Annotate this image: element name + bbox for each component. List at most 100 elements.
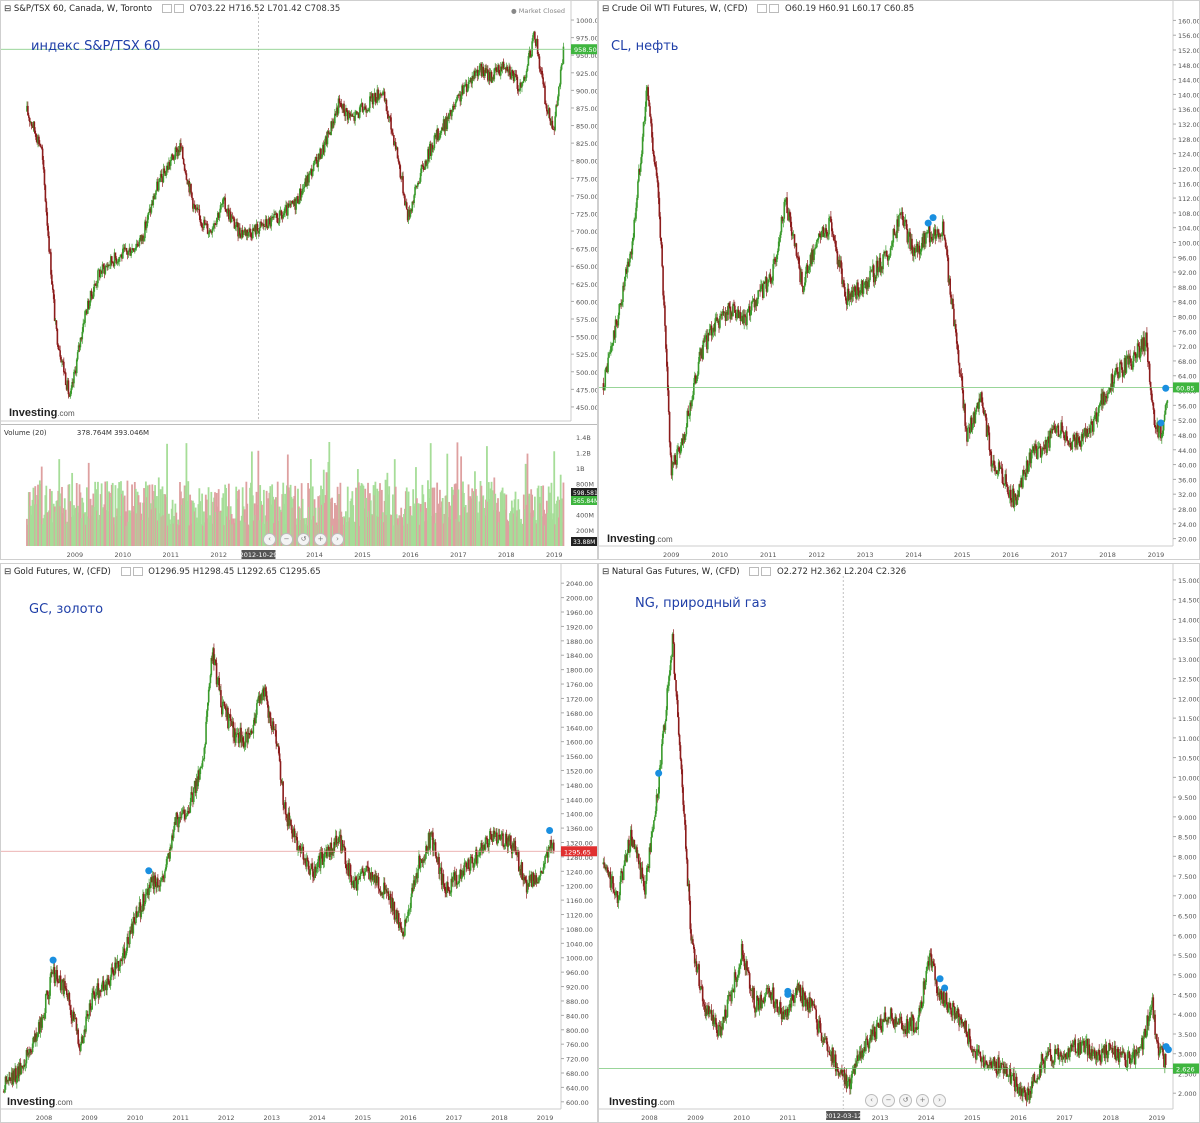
candle-body: [35, 133, 37, 140]
cl-header: ⊟ Crude Oil WTI Futures, W, (CFD) O60.19…: [602, 4, 914, 14]
volume-bar: [473, 491, 475, 546]
settings-icon[interactable]: [120, 567, 131, 576]
remove-icon[interactable]: [769, 4, 780, 13]
collapse-icon[interactable]: ⊟: [602, 4, 610, 14]
candle-body: [111, 262, 114, 264]
collapse-icon[interactable]: ⊟: [4, 567, 12, 577]
candle-body: [298, 203, 300, 204]
volume-tag-label: 33.88M: [573, 539, 595, 546]
candle-body: [776, 250, 779, 256]
candle-body: [209, 675, 212, 684]
candle-body: [447, 890, 450, 891]
volume-bar: [110, 484, 113, 546]
candle-body: [157, 181, 160, 191]
remove-icon[interactable]: [173, 4, 184, 13]
candle-body: [776, 255, 778, 262]
y-tick-label: 112.00: [1178, 195, 1200, 203]
candle-body: [773, 1006, 776, 1008]
candle-body: [52, 289, 55, 300]
volume-bar: [420, 511, 423, 546]
candle-body: [354, 111, 356, 121]
volume-bars-group: [26, 441, 565, 546]
candle-body: [228, 714, 231, 716]
settings-icon[interactable]: [757, 4, 768, 13]
candle-body: [746, 961, 748, 971]
candle-body: [53, 299, 56, 321]
volume-bar: [122, 497, 125, 546]
candle-body: [738, 312, 741, 319]
reset-icon[interactable]: ↺: [297, 533, 310, 546]
candle-body: [105, 984, 107, 991]
volume-bar: [435, 512, 438, 546]
remove-icon[interactable]: [132, 567, 143, 576]
candle-body: [840, 260, 842, 269]
candle-body: [499, 73, 501, 76]
candle-body: [842, 280, 844, 284]
candle-body: [638, 169, 640, 182]
candle-body: [676, 449, 678, 465]
candle-body: [122, 953, 124, 961]
volume-bar: [62, 508, 65, 546]
tsx-chart-svg[interactable]: 450.00475.00500.00525.00550.00575.00600.…: [1, 1, 598, 560]
candle-body: [527, 56, 530, 66]
candle-body: [784, 200, 787, 202]
candle-body: [766, 282, 769, 292]
candle-body: [209, 230, 212, 232]
candle-body: [422, 165, 425, 170]
y-tick-label: 104.00: [1178, 225, 1200, 233]
candle-body: [163, 168, 166, 174]
volume-bar: [88, 518, 91, 546]
candle-body: [147, 212, 150, 216]
candle-body: [695, 378, 698, 383]
zoom-in-icon[interactable]: +: [314, 533, 327, 546]
collapse-icon[interactable]: ⊟: [4, 4, 12, 14]
candle-body: [891, 242, 894, 247]
x-tick-label: 2016: [402, 551, 419, 559]
volume-bar: [394, 486, 397, 546]
candle-body: [165, 170, 167, 176]
candle-body: [405, 202, 407, 206]
candle-body: [769, 992, 771, 998]
candle-body: [45, 990, 48, 995]
volume-bar: [195, 517, 198, 546]
scroll-right-icon[interactable]: ›: [331, 533, 344, 546]
candle-body: [532, 872, 535, 881]
candle-body: [382, 894, 384, 895]
candle-body: [434, 842, 437, 856]
candle-body: [1140, 339, 1143, 352]
candle-body: [99, 990, 101, 992]
zoom-out-icon[interactable]: −: [280, 533, 293, 546]
volume-bar: [361, 484, 364, 546]
volume-bar: [184, 486, 187, 546]
ng-chart-svg[interactable]: 2.0002.5003.0003.5004.0004.5005.0005.500…: [599, 564, 1200, 1123]
candle-body: [363, 106, 366, 111]
candle-body: [478, 855, 481, 857]
candle-body: [30, 1049, 32, 1052]
settings-icon[interactable]: [161, 4, 172, 13]
gc-chart-svg[interactable]: 600.00640.00680.00720.00760.00800.00840.…: [1, 564, 598, 1123]
volume-bar: [255, 491, 258, 546]
candle-body: [281, 214, 284, 219]
pane-separator[interactable]: [1, 424, 597, 425]
candle-body: [334, 835, 337, 846]
candle-body: [651, 123, 653, 138]
candle-body: [375, 101, 378, 103]
volume-bar: [107, 511, 109, 546]
scroll-left-icon[interactable]: ‹: [263, 533, 276, 546]
candle-body: [720, 1026, 723, 1036]
cl-chart-svg[interactable]: 20.0024.0028.0032.0036.0040.0044.0048.00…: [599, 1, 1200, 560]
volume-bar: [250, 451, 253, 546]
candle-body: [1134, 353, 1137, 359]
candle-body: [701, 986, 704, 1002]
y-tick-label: 1320.00: [566, 840, 593, 848]
candle-body: [256, 223, 259, 231]
candle-body: [528, 50, 531, 57]
candle-body: [553, 129, 556, 131]
candle-body: [285, 814, 288, 819]
candle-body: [661, 733, 664, 745]
candle-body: [753, 298, 756, 308]
candle-body: [846, 288, 849, 305]
volume-bar: [455, 519, 458, 546]
gc-ohlc-values: O1296.95 H1298.45 L1292.65 C1295.65: [148, 567, 321, 577]
volume-bar: [160, 516, 163, 546]
